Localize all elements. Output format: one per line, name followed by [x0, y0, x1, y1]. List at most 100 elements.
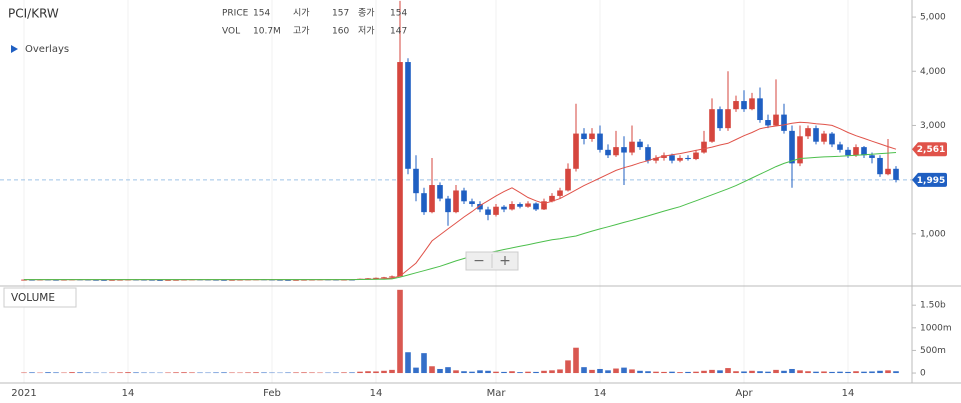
candle-body [285, 279, 291, 281]
candle-body [781, 114, 787, 131]
y-tick-label: 1,000 [920, 229, 946, 239]
candle-body [605, 149, 611, 156]
info-value: 154 [253, 9, 270, 19]
candle-body [685, 157, 691, 160]
volume-bar [229, 372, 235, 374]
candle-body [549, 195, 555, 202]
volume-bar [797, 370, 803, 374]
candle-body [829, 133, 835, 145]
candle-body [101, 279, 107, 281]
volume-bar [677, 372, 683, 374]
candle-body [173, 279, 179, 281]
volume-bar [85, 372, 91, 374]
plot [21, 0, 899, 374]
volume-bar [613, 368, 619, 374]
candle-body [469, 201, 475, 205]
volume-bar [853, 371, 859, 374]
candle-body [589, 133, 595, 139]
candle-body [301, 279, 307, 281]
volume-bar [685, 371, 691, 374]
candle-body [773, 114, 779, 126]
candle-body [565, 168, 571, 191]
volume-bar [461, 371, 467, 374]
volume-bar [349, 372, 355, 374]
volume-bar [549, 370, 555, 374]
candle-body [493, 206, 499, 215]
overlays-label[interactable]: Overlays [25, 44, 69, 55]
volume-bar [541, 370, 547, 374]
candle-body [365, 278, 371, 280]
volume-bar [709, 369, 715, 374]
volume-bar [221, 372, 227, 374]
moving-average-line [24, 152, 897, 281]
volume-bar [533, 371, 539, 374]
volume-bar [285, 372, 291, 374]
candle-body [789, 130, 795, 164]
volume-bar [213, 372, 219, 374]
candle-body [381, 277, 387, 279]
candle-body [845, 149, 851, 156]
volume-bar [645, 371, 651, 374]
candle-body [637, 141, 643, 148]
candle-body [109, 279, 115, 281]
volume-bar [189, 372, 195, 374]
volume-bar [517, 372, 523, 374]
volume-bar [669, 371, 675, 374]
candle-body [853, 147, 859, 156]
volume-bar [181, 372, 187, 374]
volume-bar [453, 370, 459, 374]
candle-body [733, 101, 739, 110]
candle-body [725, 109, 731, 129]
x-tick-label: 14 [370, 388, 383, 399]
info-label: 종가 [358, 8, 375, 19]
candle-body [821, 133, 827, 142]
candle-body [621, 147, 627, 153]
volume-bar [781, 370, 787, 374]
price-tag [912, 172, 947, 187]
candle-body [397, 62, 403, 277]
candle-body [645, 147, 651, 161]
candle-body [749, 98, 755, 110]
zoom-out-button[interactable]: − [473, 253, 485, 269]
volume-bar [493, 371, 499, 374]
volume-bar [293, 372, 299, 374]
grid [0, 0, 912, 383]
zoom-in-button[interactable]: + [499, 253, 511, 269]
overlays-toggle[interactable]: Overlays [11, 44, 69, 55]
volume-bar [637, 370, 643, 374]
y-tick-label: 4,000 [920, 67, 946, 77]
y-tick-label: 3,000 [920, 121, 946, 131]
volume-bar [573, 347, 579, 374]
volume-bar [165, 372, 171, 374]
volume-bar [733, 371, 739, 374]
volume-bar [365, 371, 371, 374]
volume-bar [477, 370, 483, 374]
info-value: 157 [332, 9, 349, 19]
volume-bar [373, 371, 379, 374]
candle-body [461, 190, 467, 202]
info-value: 147 [390, 27, 407, 37]
volume-bar [629, 369, 635, 374]
volume-bar [21, 372, 27, 374]
x-tick-label: 14 [122, 388, 135, 399]
y-tick-label: 5,000 [920, 13, 946, 23]
candle-body [877, 157, 883, 175]
candle-body [701, 141, 707, 153]
candle-body [525, 203, 531, 207]
volume-bar [829, 371, 835, 374]
volume-bar [701, 370, 707, 374]
volume-bar [693, 371, 699, 374]
candle-body [861, 147, 867, 156]
x-tick-label: 14 [842, 388, 855, 399]
volume-bar [125, 372, 131, 374]
volume-bar [301, 372, 307, 374]
volume-bar [77, 372, 83, 374]
volume-bar [757, 371, 763, 374]
volume-bar [261, 372, 267, 374]
candle-body [445, 198, 451, 213]
candle-body [557, 190, 563, 196]
candle-body [93, 279, 99, 281]
candle-body [885, 168, 891, 175]
volume-bar [589, 369, 595, 374]
